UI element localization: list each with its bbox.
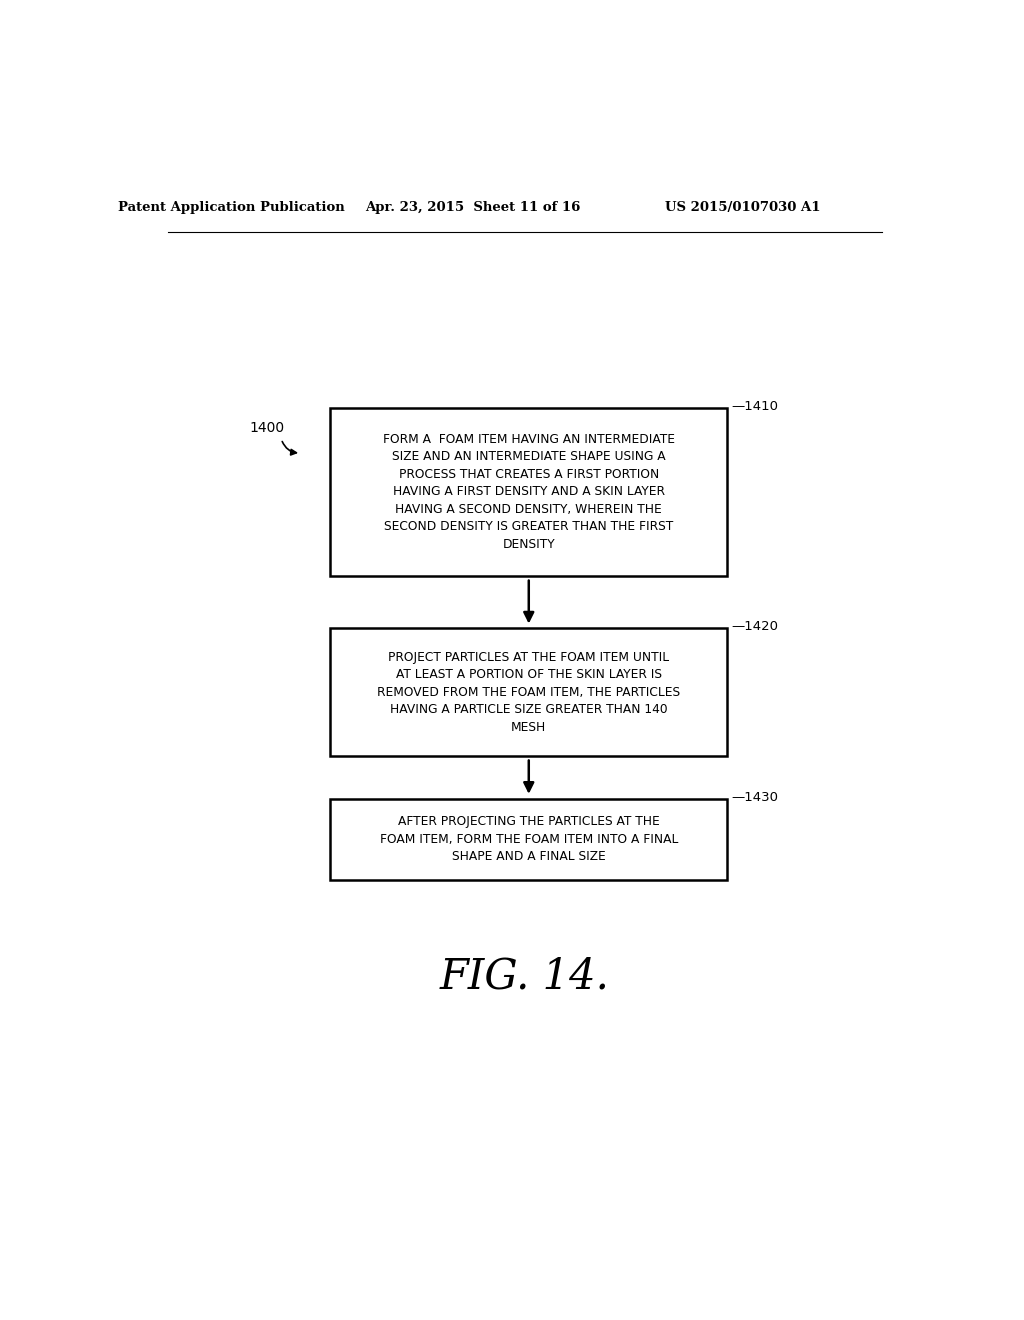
Text: FORM A  FOAM ITEM HAVING AN INTERMEDIATE
SIZE AND AN INTERMEDIATE SHAPE USING A
: FORM A FOAM ITEM HAVING AN INTERMEDIATE … (383, 433, 675, 550)
Text: US 2015/0107030 A1: US 2015/0107030 A1 (666, 201, 821, 214)
FancyBboxPatch shape (331, 799, 727, 880)
Text: AFTER PROJECTING THE PARTICLES AT THE
FOAM ITEM, FORM THE FOAM ITEM INTO A FINAL: AFTER PROJECTING THE PARTICLES AT THE FO… (380, 816, 678, 863)
Text: Patent Application Publication: Patent Application Publication (118, 201, 344, 214)
Text: —1430: —1430 (731, 791, 778, 804)
Text: Apr. 23, 2015  Sheet 11 of 16: Apr. 23, 2015 Sheet 11 of 16 (366, 201, 581, 214)
FancyBboxPatch shape (331, 628, 727, 755)
FancyArrowPatch shape (283, 441, 296, 455)
FancyBboxPatch shape (331, 408, 727, 576)
Text: 1400: 1400 (249, 421, 285, 434)
Text: —1420: —1420 (731, 620, 778, 634)
Text: FIG. 14.: FIG. 14. (440, 956, 609, 998)
Text: PROJECT PARTICLES AT THE FOAM ITEM UNTIL
AT LEAST A PORTION OF THE SKIN LAYER IS: PROJECT PARTICLES AT THE FOAM ITEM UNTIL… (377, 651, 680, 734)
Text: —1410: —1410 (731, 400, 778, 413)
